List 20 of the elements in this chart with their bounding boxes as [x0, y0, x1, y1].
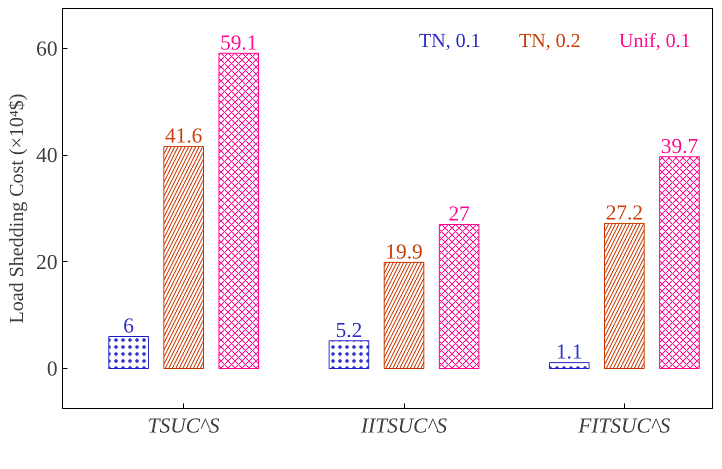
y-tick-label: 0 [46, 356, 58, 380]
y-axis-title: Load Shedding Cost (×10⁴$) [6, 94, 28, 324]
data-label: 1.1 [556, 340, 583, 364]
text: TN, 0.1 [419, 30, 481, 53]
x-tick-label: FITSUC^S [577, 414, 671, 438]
data-label: 39.7 [660, 134, 698, 158]
text: TN, 0.2 [519, 30, 581, 53]
data-label: 19.9 [385, 239, 423, 264]
data-label: 27.2 [606, 200, 644, 224]
y-tick-label: 20 [36, 250, 58, 274]
text: Unif, 0.1 [619, 30, 691, 53]
data-label: 6 [123, 314, 134, 338]
data-label: 59.1 [220, 30, 258, 54]
data-label: 41.6 [165, 124, 203, 148]
data-label: 27 [448, 202, 470, 226]
data-label: 5.2 [336, 318, 362, 342]
x-tick-label: TSUC^S [148, 414, 220, 438]
x-tick-label: IITSUC^S [360, 414, 448, 438]
y-tick-label: 40 [36, 143, 58, 168]
y-tick-label: 60 [36, 36, 58, 60]
